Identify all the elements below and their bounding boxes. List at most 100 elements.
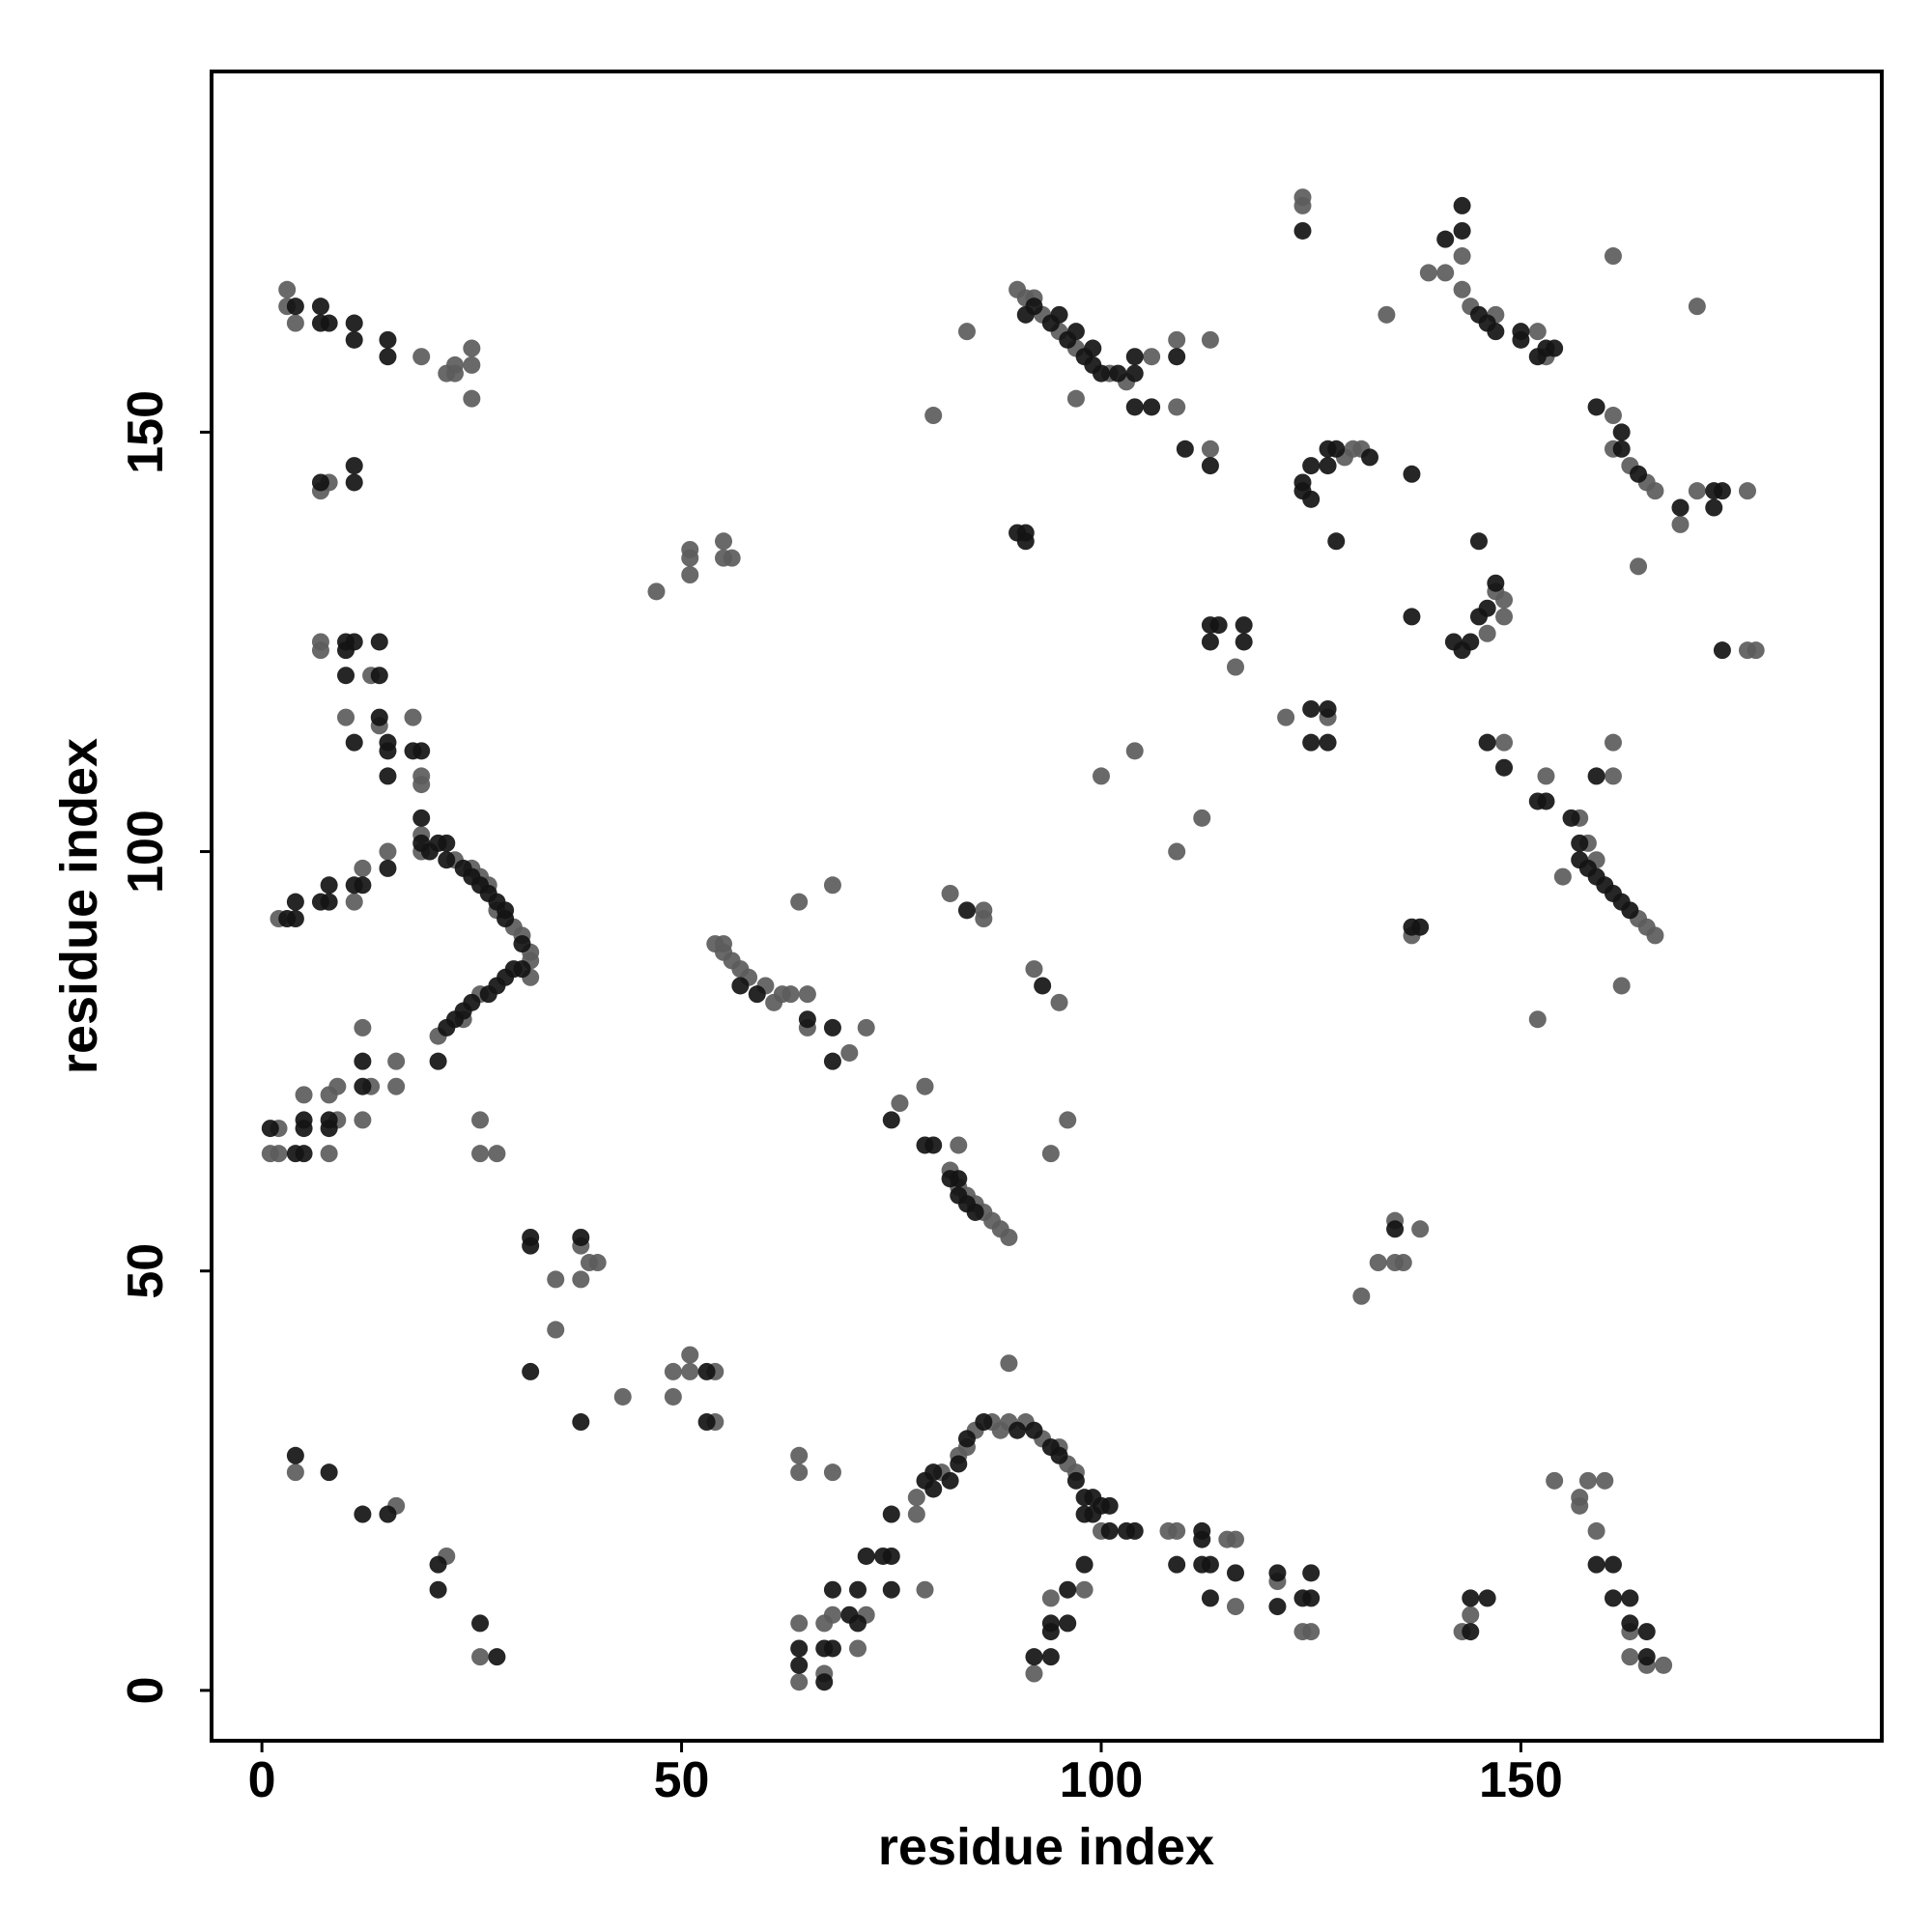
point <box>1277 708 1295 726</box>
point <box>345 893 363 911</box>
point <box>1369 1254 1387 1272</box>
y-tick-label: 50 <box>118 1243 174 1299</box>
point <box>1025 1664 1043 1683</box>
point <box>1436 230 1455 248</box>
point <box>379 842 397 861</box>
point <box>463 389 481 408</box>
point <box>1621 901 1639 920</box>
point <box>463 355 481 374</box>
point <box>1293 221 1312 240</box>
point <box>849 1639 867 1658</box>
point <box>941 884 959 902</box>
point <box>1100 1496 1119 1515</box>
point <box>370 708 388 726</box>
point <box>311 641 329 660</box>
point <box>1436 264 1455 282</box>
point <box>1495 758 1514 777</box>
point <box>950 1136 968 1154</box>
point <box>320 314 338 332</box>
point <box>412 742 431 760</box>
point <box>1201 457 1219 475</box>
point <box>1478 733 1496 752</box>
point <box>1487 323 1505 341</box>
point <box>975 1413 993 1432</box>
point <box>379 348 397 366</box>
point <box>354 876 372 895</box>
point <box>1201 1589 1219 1607</box>
point <box>337 667 355 685</box>
point <box>924 1463 943 1482</box>
point <box>1688 482 1706 500</box>
point <box>387 1077 406 1095</box>
point <box>311 298 329 316</box>
point <box>1302 1589 1321 1607</box>
point <box>1462 1623 1480 1641</box>
point <box>1176 440 1194 458</box>
point <box>370 633 388 651</box>
point <box>1596 1471 1614 1490</box>
point <box>270 1145 288 1163</box>
point <box>438 851 456 869</box>
point <box>798 1010 816 1029</box>
point <box>1125 364 1144 383</box>
point <box>957 901 976 920</box>
point <box>697 1362 716 1380</box>
point <box>488 1648 506 1666</box>
point <box>950 1186 968 1205</box>
point <box>957 323 976 341</box>
point <box>471 1648 490 1666</box>
point <box>354 1111 372 1129</box>
point <box>286 1463 304 1482</box>
point <box>681 549 699 567</box>
point <box>882 1505 900 1523</box>
point <box>354 1077 372 1095</box>
point <box>295 1111 313 1129</box>
point <box>1025 960 1043 979</box>
point <box>1268 1564 1287 1582</box>
point <box>1546 1471 1564 1490</box>
point <box>1193 1530 1211 1548</box>
point <box>790 1614 809 1633</box>
point <box>1738 482 1756 500</box>
point <box>714 532 732 551</box>
plot-frame <box>210 70 1884 1743</box>
point <box>1050 993 1068 1011</box>
point <box>1571 834 1589 852</box>
point <box>1571 1496 1589 1515</box>
point <box>463 339 481 357</box>
point <box>1319 457 1337 475</box>
x-tick-label: 0 <box>248 1752 276 1808</box>
point <box>790 1673 809 1691</box>
point <box>681 1362 699 1380</box>
point <box>857 1018 875 1037</box>
point <box>1209 616 1228 635</box>
point <box>849 1580 867 1599</box>
point <box>1747 641 1765 660</box>
point <box>471 1614 490 1633</box>
point <box>1100 1521 1119 1540</box>
point <box>1587 1555 1605 1574</box>
point <box>1512 330 1530 349</box>
point <box>572 1413 590 1432</box>
point <box>1411 1220 1430 1238</box>
point <box>345 733 363 752</box>
point <box>1453 247 1471 266</box>
point <box>1092 364 1110 383</box>
point <box>1319 699 1337 718</box>
point <box>286 910 304 928</box>
point <box>1201 633 1219 651</box>
point <box>950 1455 968 1473</box>
point <box>1235 616 1253 635</box>
point <box>522 1236 540 1255</box>
point <box>1462 1589 1480 1607</box>
point <box>1235 633 1253 651</box>
point <box>479 985 497 1004</box>
point <box>320 893 338 911</box>
points <box>261 188 1765 1691</box>
point <box>1084 339 1102 357</box>
point <box>1528 323 1547 341</box>
point <box>924 1136 943 1154</box>
y-tick-label: 0 <box>118 1676 174 1704</box>
point <box>882 1580 900 1599</box>
